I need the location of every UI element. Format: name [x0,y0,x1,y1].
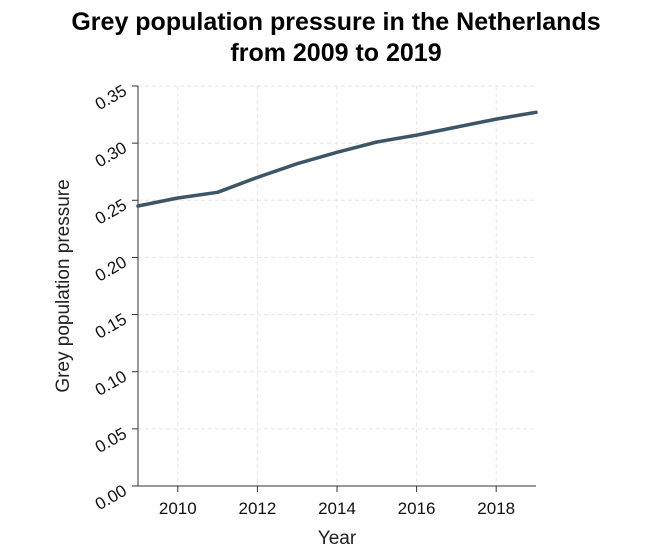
x-tick-label: 2016 [398,499,436,518]
series-line [136,110,538,208]
y-tick-label: 0.20 [92,252,130,285]
x-axis-title: Year [318,528,357,549]
x-tick-label: 2012 [238,499,276,518]
y-tick-label: 0.00 [92,481,130,514]
series [136,110,538,208]
x-tick-label: 2010 [159,499,197,518]
x-tick-label: 2018 [477,499,515,518]
y-tick-label: 0.30 [92,138,130,171]
chart-title-line-1: Grey population pressure in the Netherla… [71,8,600,36]
y-tick-label: 0.05 [92,424,130,457]
x-tick-label: 2014 [318,499,356,518]
chart-title-line-2: from 2009 to 2019 [230,39,441,67]
y-tick-label: 0.25 [92,195,130,228]
y-tick-label: 0.10 [92,367,130,400]
grid-lines [138,85,536,486]
y-tick-label: 0.15 [92,310,130,343]
axes [132,85,536,492]
y-tick-label: 0.35 [92,81,130,114]
tick-labels: 0.00 0.05 0.10 0.15 0.20 0.25 0.30 0.35 2010 2012… [92,81,515,518]
y-axis-title: Grey population pressure [53,179,74,392]
